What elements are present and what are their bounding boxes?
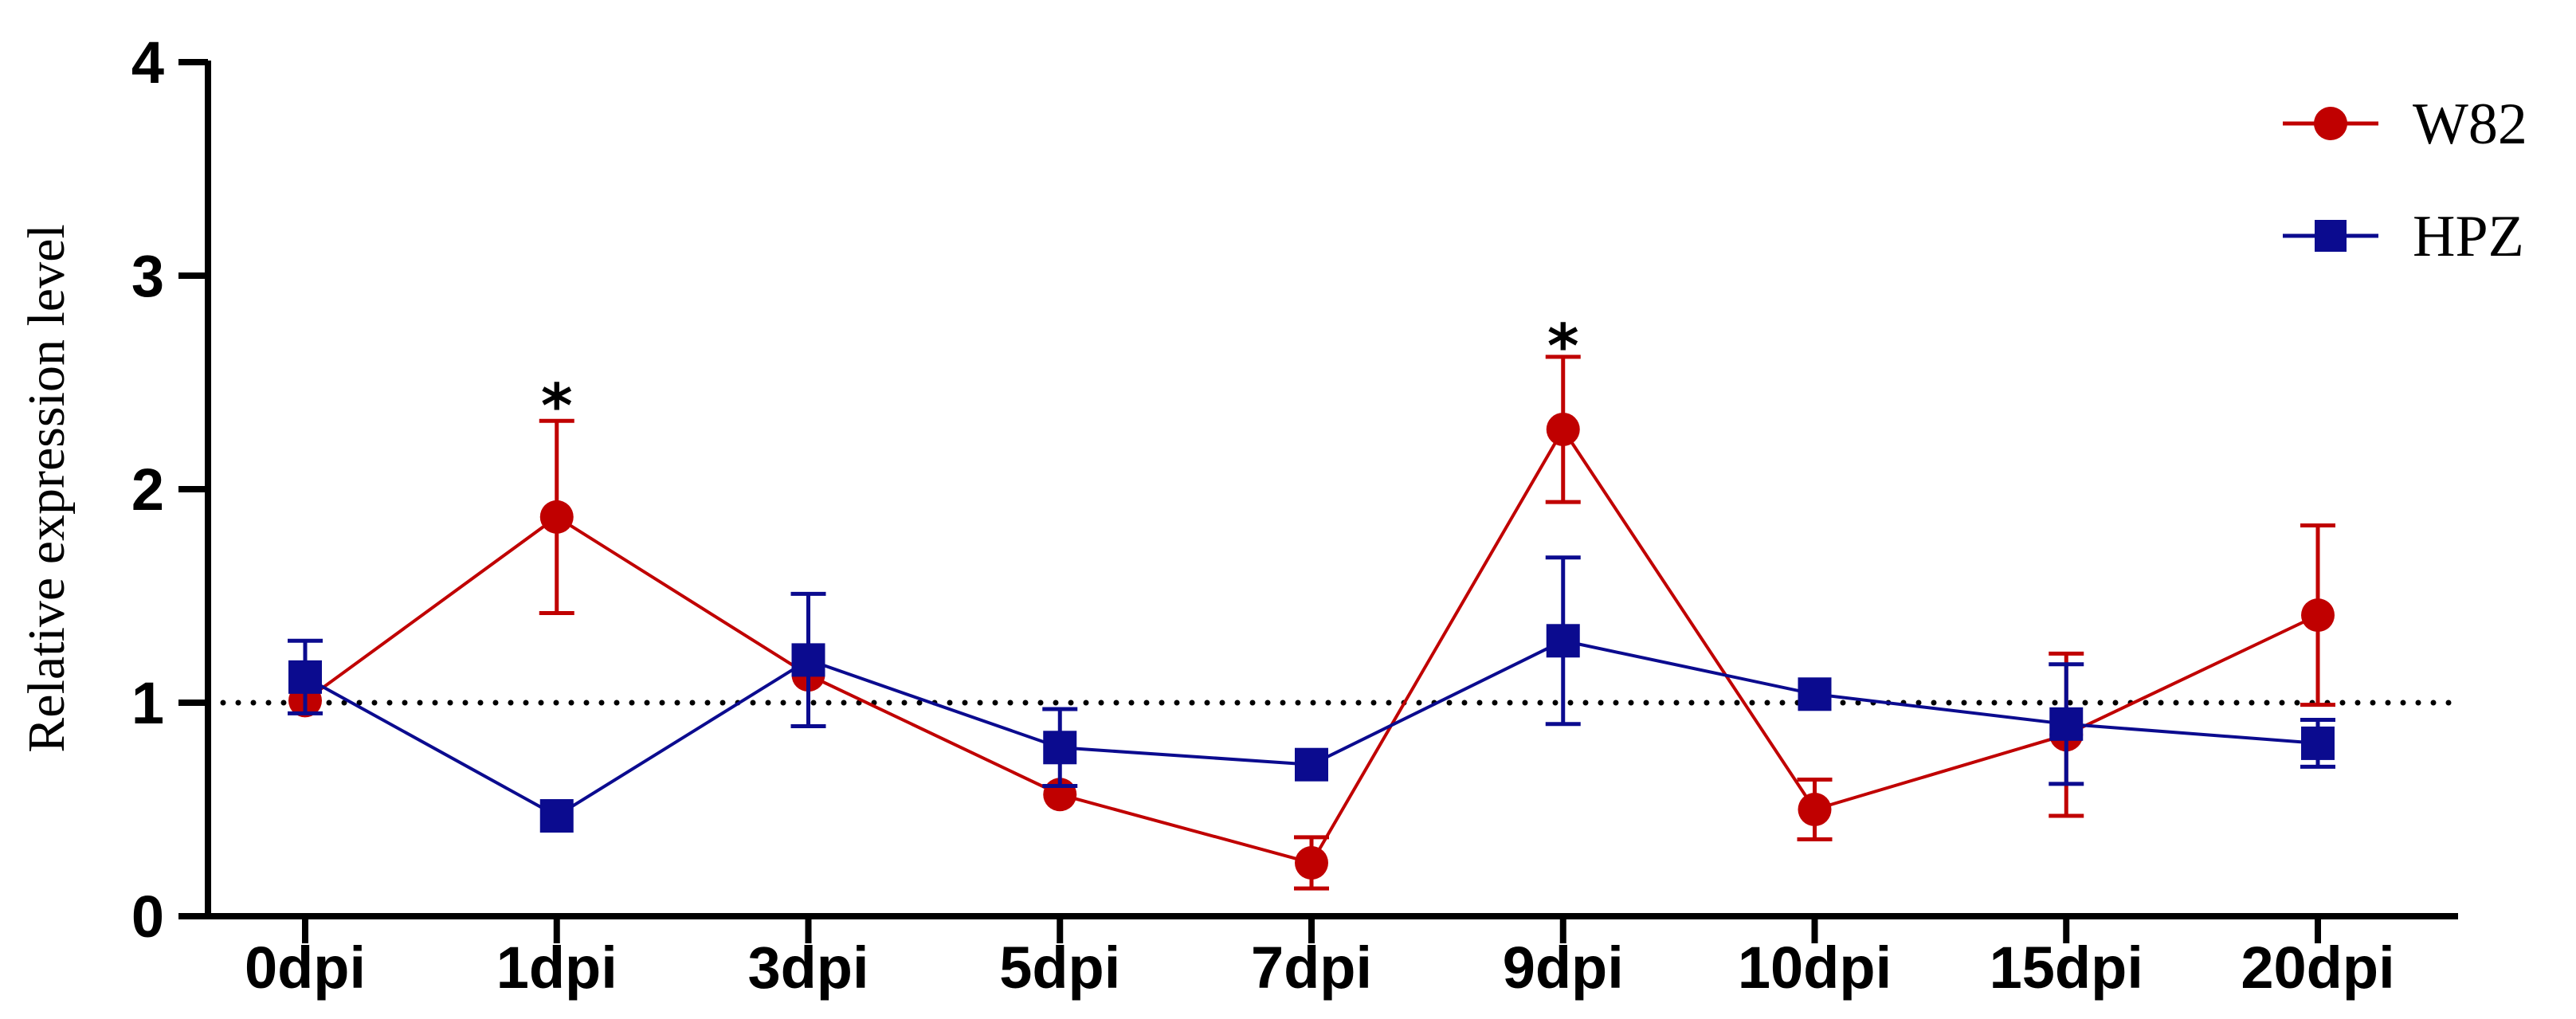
x-tick-label-15dpi: 15dpi	[1990, 935, 2143, 1001]
legend-hpz-marker	[2315, 220, 2347, 252]
series-group	[288, 355, 2335, 891]
legend-hpz-label: HPZ	[2413, 204, 2524, 269]
point-hpz-1dpi	[539, 799, 574, 833]
point-hpz-7dpi	[1295, 747, 1328, 782]
legend-w82-label: W82	[2413, 92, 2527, 157]
y-tick-label-4: 4	[131, 29, 164, 96]
y-tick-label-1: 1	[131, 670, 164, 736]
series-hpz	[288, 555, 2335, 833]
y-ticks: 0 1 2 3 4	[131, 29, 208, 950]
x-tick-label-1dpi: 1dpi	[496, 935, 618, 1001]
legend-item-hpz: HPZ	[2283, 204, 2524, 269]
point-w82-1dpi	[539, 500, 574, 534]
y-axis-title: Relative expression level	[18, 224, 76, 752]
x-tick-label-10dpi: 10dpi	[1738, 935, 1892, 1001]
significance-marker-1dpi: *	[541, 370, 573, 441]
point-hpz-9dpi	[1546, 624, 1580, 658]
x-tick-label-20dpi: 20dpi	[2241, 935, 2394, 1001]
x-tick-label-0dpi: 0dpi	[245, 935, 366, 1001]
point-w82-10dpi	[1798, 793, 1832, 826]
point-hpz-3dpi	[791, 643, 825, 677]
point-hpz-15dpi	[2049, 707, 2084, 741]
point-w82-20dpi	[2301, 598, 2335, 633]
axes	[205, 61, 2458, 919]
point-w82-9dpi	[1546, 412, 1580, 446]
point-hpz-20dpi	[2301, 726, 2335, 760]
x-tick-label-9dpi: 9dpi	[1503, 935, 1624, 1001]
annotations: **	[541, 310, 1579, 441]
x-tick-label-7dpi: 7dpi	[1251, 935, 1372, 1001]
point-w82-7dpi	[1295, 846, 1328, 880]
series-w82	[288, 355, 2335, 891]
point-hpz-5dpi	[1043, 731, 1077, 765]
significance-marker-9dpi: *	[1547, 310, 1579, 381]
point-hpz-10dpi	[1798, 677, 1832, 711]
x-tick-label-3dpi: 3dpi	[747, 935, 868, 1001]
legend: W82 HPZ	[2283, 92, 2527, 269]
series-hpz-line	[304, 639, 2319, 818]
y-tick-label-3: 3	[131, 243, 164, 309]
point-hpz-0dpi	[288, 660, 322, 694]
x-ticks: 0dpi 1dpi 3dpi 5dpi 7dpi 9dpi 10dpi 15dpi 20dpi	[245, 916, 2395, 1001]
x-tick-label-5dpi: 5dpi	[999, 935, 1120, 1001]
legend-w82-marker	[2314, 107, 2347, 140]
series-w82-line	[304, 426, 2319, 865]
legend-item-w82: W82	[2283, 92, 2527, 157]
y-tick-label-0: 0	[131, 884, 164, 950]
y-tick-label-2: 2	[131, 457, 164, 523]
